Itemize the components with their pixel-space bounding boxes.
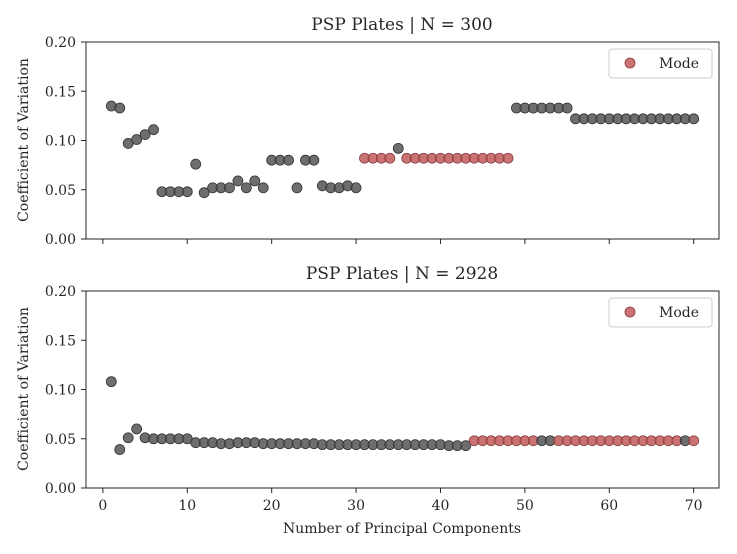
panel-top-y-ticks: 0.00 0.05 0.10 0.15 0.20 xyxy=(45,35,695,248)
panel-top-data-point xyxy=(308,154,320,166)
panel-top-points xyxy=(105,100,700,199)
panel-bottom-legend: Mode xyxy=(608,297,713,328)
panel-top-ytick-label: 0.05 xyxy=(45,183,76,199)
panel-top-data-point xyxy=(139,129,151,140)
panel-top-data-point xyxy=(561,102,573,114)
panel-top-mode-point xyxy=(502,152,514,164)
panel-top-mode-point xyxy=(384,152,396,164)
panel-bottom-xtick-label: 30 xyxy=(347,498,365,514)
panel-bottom-data-point xyxy=(460,440,472,452)
panel-bottom-xlabel: Number of Principal Components xyxy=(283,521,521,537)
panel-bottom-legend-label: Mode xyxy=(659,305,699,321)
panel-top-data-point xyxy=(257,182,269,194)
panel-top-data-point xyxy=(688,113,700,125)
panel-top-data-point xyxy=(114,102,126,114)
panel-bottom-ytick-label: 0.20 xyxy=(45,284,76,300)
panel-top-legend-label: Mode xyxy=(659,56,699,72)
panel-bottom-mode-point xyxy=(688,435,700,447)
panel-top-ytick-label: 0.15 xyxy=(45,84,76,100)
panel-top-ylabel: Coefficient of Variation xyxy=(16,58,32,222)
panel-top-data-point xyxy=(224,182,235,194)
panel-bottom-xtick-label: 70 xyxy=(685,498,703,514)
panel-top-data-point xyxy=(181,186,193,198)
panel-top-data-point xyxy=(283,154,294,166)
panel-top-ytick-label: 0.20 xyxy=(45,35,76,51)
panel-bottom-data-point xyxy=(114,444,126,455)
panel-top-ytick-label: 0.00 xyxy=(45,232,76,248)
panel-bottom-xtick-label: 60 xyxy=(600,498,618,514)
panel-top-data-point xyxy=(198,187,210,199)
panel-bottom-xtick-label: 10 xyxy=(178,498,196,514)
panel-top-legend-marker xyxy=(624,57,636,69)
panel-top-data-point xyxy=(190,158,202,170)
panel-bottom-ylabel: Coefficient of Variation xyxy=(16,307,32,471)
panel-top-data-point xyxy=(392,142,404,154)
panel-top-data-point xyxy=(148,124,159,136)
panel-bottom-data-point xyxy=(122,432,134,444)
panel-bottom-points xyxy=(105,376,700,455)
panel-top-data-point xyxy=(291,182,303,194)
panel-bottom-x-ticks: 0 10 20 30 40 50 60 70 xyxy=(98,488,703,514)
panel-top-data-point xyxy=(232,175,244,187)
panel-bottom-frame xyxy=(85,290,720,489)
panel-bottom-title: PSP Plates | N = 2928 xyxy=(306,264,498,284)
panel-bottom-xtick-label: 40 xyxy=(432,498,450,514)
panel-bottom-ytick-label: 0.10 xyxy=(45,383,76,399)
panel-bottom-legend-marker xyxy=(624,306,636,318)
panel-bottom-legend-box xyxy=(608,297,713,328)
panel-top-title: PSP Plates | N = 300 xyxy=(311,15,492,35)
panel-bottom-data-point xyxy=(131,423,143,435)
panel-top-ytick-label: 0.10 xyxy=(45,134,76,150)
panel-bottom-ytick-label: 0.00 xyxy=(45,481,76,497)
panel-top-data-point xyxy=(131,134,143,145)
panel-bottom: PSP Plates | N = 2928 Coefficient of Var… xyxy=(16,264,720,537)
panel-bottom-ytick-label: 0.05 xyxy=(45,432,76,448)
panel-top: PSP Plates | N = 300 Coefficient of Vari… xyxy=(16,15,720,248)
panel-top-data-point xyxy=(350,182,362,194)
panel-bottom-xtick-label: 20 xyxy=(263,498,281,514)
panel-top-data-point xyxy=(240,182,252,194)
panel-top-legend-box xyxy=(608,48,713,79)
panel-bottom-ytick-label: 0.15 xyxy=(45,333,76,349)
panel-top-legend: Mode xyxy=(608,48,713,79)
panel-bottom-y-ticks: 0.00 0.05 0.10 0.15 0.20 xyxy=(45,284,86,497)
panel-bottom-xtick-label: 0 xyxy=(98,498,107,514)
panel-bottom-data-point xyxy=(105,376,117,388)
panel-top-frame xyxy=(85,41,720,240)
panel-top-data-point xyxy=(249,175,261,187)
panel-bottom-xtick-label: 50 xyxy=(516,498,534,514)
